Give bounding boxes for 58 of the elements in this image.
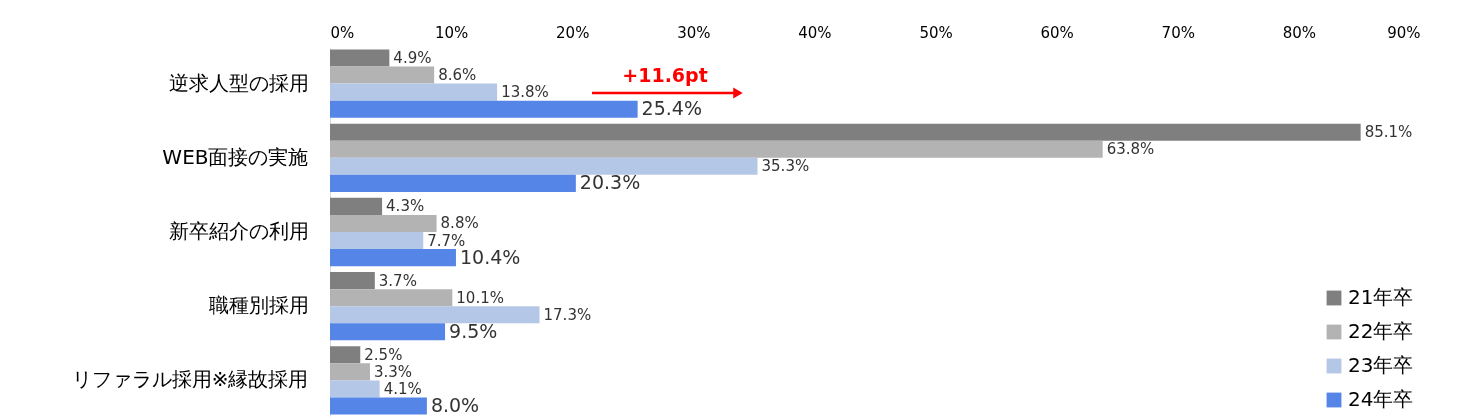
y-tick-label: 職種別採用	[208, 293, 309, 318]
data-label: 25.4%	[641, 97, 702, 120]
y-tick-label: 逆求人型の採用	[168, 70, 309, 95]
data-label: 17.3%	[543, 305, 592, 324]
bar	[330, 66, 435, 84]
data-label: 9.5%	[449, 319, 498, 342]
x-tick-label: 80%	[1282, 23, 1317, 42]
legend-label: 24年卒	[1348, 387, 1414, 411]
data-label: 3.7%	[378, 271, 417, 290]
x-tick-label: 50%	[919, 23, 953, 42]
bar	[330, 323, 446, 341]
data-label: 20.3%	[579, 171, 641, 194]
data-label: 63.8%	[1106, 140, 1155, 159]
data-label: 8.6%	[438, 66, 477, 85]
bar	[330, 140, 1103, 158]
bar	[330, 289, 453, 307]
legend-label: 23年卒	[1348, 353, 1414, 377]
data-label: 13.8%	[501, 83, 549, 102]
data-label: 8.0%	[430, 393, 480, 416]
bar	[330, 157, 758, 175]
data-label: 85.1%	[1364, 123, 1413, 142]
bar	[330, 197, 383, 215]
bar	[330, 49, 390, 67]
x-tick-label: 40%	[798, 23, 832, 42]
x-tick-label: 30%	[677, 23, 711, 42]
data-label: 4.9%	[393, 49, 432, 68]
x-tick-label: 10%	[434, 23, 469, 42]
y-tick-label: WEB面接の実施	[162, 144, 309, 169]
bar	[330, 346, 361, 364]
bar	[330, 249, 456, 267]
data-label: 10.1%	[456, 288, 504, 307]
bar	[330, 214, 437, 232]
x-tick-label: 20%	[556, 23, 590, 42]
bar	[330, 272, 375, 290]
bar	[330, 100, 638, 118]
bar	[330, 380, 380, 398]
bar	[330, 306, 540, 324]
bar	[330, 232, 424, 250]
data-label: 4.1%	[383, 379, 422, 398]
bar	[330, 397, 427, 415]
bar	[330, 83, 498, 101]
bar	[330, 174, 576, 192]
x-tick-label: 90%	[1387, 23, 1421, 42]
x-tick-label: 70%	[1161, 23, 1195, 42]
y-tick-label: 新卒紹介の利用	[168, 219, 309, 243]
data-label: 3.3%	[373, 362, 413, 381]
x-tick-label: 60%	[1040, 23, 1074, 42]
data-label: 35.3%	[761, 157, 810, 176]
y-tick-label: リファラル採用※縁故採用	[71, 367, 309, 392]
data-label: 2.5%	[364, 345, 403, 364]
x-tick-label: 0%	[330, 23, 355, 42]
data-label: 4.3%	[386, 197, 425, 216]
bar	[330, 363, 370, 381]
bar	[330, 123, 1361, 141]
legend-label: 21年卒	[1348, 285, 1414, 309]
annotation: +11.6pt	[622, 64, 708, 86]
data-label: 8.8%	[440, 214, 479, 233]
legend-label: 22年卒	[1348, 319, 1414, 343]
